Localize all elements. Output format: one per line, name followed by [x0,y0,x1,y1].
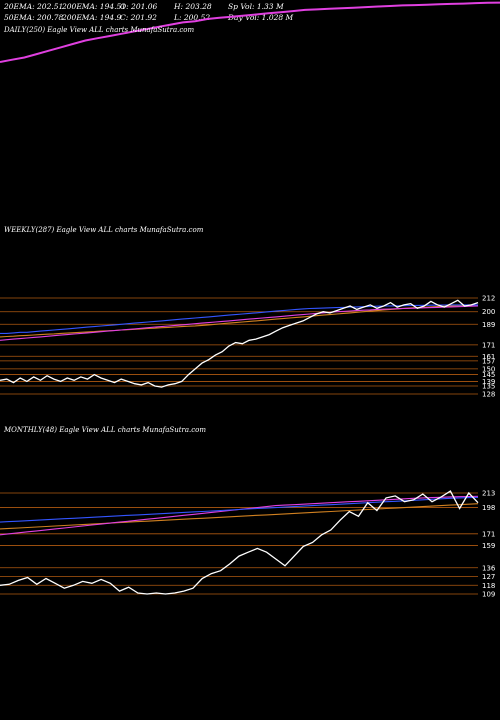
weekly-ema-line-3 [0,304,479,338]
weekly-ytick-label: 139 [482,378,495,386]
weekly-ema-line-1 [0,304,478,334]
weekly-ytick-label: 157 [482,357,495,365]
weekly-panel-label: WEEKLY(287) Eagle View ALL charts Munafa… [4,226,204,234]
weekly-ytick-label: 200 [482,308,495,316]
monthly-ytick-label: 127 [482,573,495,581]
weekly-ytick-label: 212 [482,295,495,303]
weekly-ytick-label: 171 [482,341,495,349]
daily-ema-line [0,1,500,63]
weekly-price-line [0,299,479,388]
daily-chart [0,1,500,63]
daily-panel-label: DAILY(250) Eagle View ALL charts MunafaS… [4,26,195,34]
monthly-price-line [0,490,479,595]
monthly-ytick-label: 109 [482,591,495,599]
weekly-ytick-label: 128 [482,391,495,399]
monthly-ema-line-2 [0,495,479,536]
low-readout: L: 200.52 [174,13,211,22]
weekly-ema-line-2 [0,305,479,341]
monthly-ytick-label: 213 [482,490,495,498]
ema50-readout: 50EMA: 200.78 [4,13,64,22]
high-readout: H: 203.28 [174,2,212,11]
monthly-ema-line-1 [0,496,479,523]
monthly-ytick-label: 159 [482,542,495,550]
monthly-ytick-label: 136 [482,564,496,572]
monthly-ytick-label: 171 [482,530,495,538]
close-readout: C: 201.92 [120,13,157,22]
weekly-ytick-label: 135 [482,383,495,391]
weekly-ytick-label: 189 [482,321,495,329]
weekly-ytick-label: 150 [482,365,495,373]
monthly-ytick-label: 198 [482,504,495,512]
weekly-ytick-label: 145 [482,371,495,379]
ema200-readout: 200EMA: 194.51 [62,2,127,11]
day-vol-readout: Day Vol: 1.028 M [228,13,294,22]
sp-vol-readout: Sp Vol: 1.33 M [228,2,284,11]
monthly-panel-label: MONTHLY(48) Eagle View ALL charts Munafa… [4,426,207,434]
ema20-readout: 20EMA: 202.51 [4,2,64,11]
monthly-ema-line-3 [0,503,479,530]
open-readout: O: 201.06 [120,2,158,11]
weekly-ytick-label: 161 [482,353,495,361]
ema200-readout-2: 200EMA: 194.9 [62,13,122,22]
monthly-ytick-label: 118 [482,582,495,590]
